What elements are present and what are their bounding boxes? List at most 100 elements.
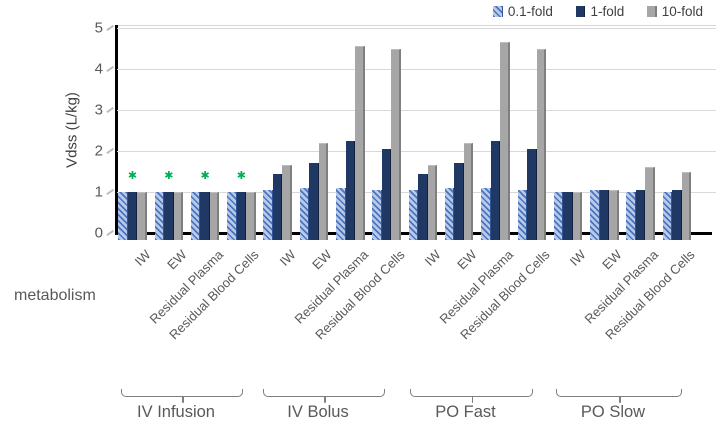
bar-1-fold: [490, 140, 501, 240]
y-axis-line: [115, 25, 118, 234]
bar-10-fold: [536, 48, 547, 240]
bar-group-iw: [553, 192, 583, 240]
bar-1-fold: [527, 148, 537, 240]
bar-1-fold: [635, 189, 646, 240]
bar-0.1-fold: [190, 192, 201, 240]
bar-10-fold: [282, 165, 292, 240]
bar-group-ew: [444, 142, 474, 240]
bar-1-fold: [345, 140, 356, 240]
section-label: PO Fast: [435, 403, 496, 421]
bar-group-residual-plasma: [481, 42, 510, 240]
y-tick-label: 4: [94, 60, 103, 78]
bar-1-fold: [236, 192, 247, 240]
y-tick-label: 1: [94, 183, 103, 201]
y-tick-label: 5: [94, 19, 103, 37]
y-tick-label: 0: [94, 224, 103, 242]
bar-1-fold: [454, 163, 464, 240]
section-label: IV Infusion: [137, 403, 215, 421]
y-tick-mark: [106, 188, 114, 195]
bar-1-fold: [164, 192, 174, 240]
legend-swatch-navy: [575, 6, 586, 17]
bar-1-fold: [272, 173, 283, 240]
y-tick-mark: [106, 65, 114, 72]
bar-group-ew: [590, 189, 619, 240]
gridline: [117, 110, 716, 111]
bar-1-fold: [127, 192, 138, 240]
bar-group-residual-blood-cells: [227, 192, 256, 240]
bar-10-fold: [391, 48, 401, 240]
section-bracket-notch: [619, 395, 621, 403]
significance-star: ✱: [164, 170, 174, 182]
bar-0.1-fold: [336, 187, 346, 240]
gridline: [117, 151, 716, 152]
section-bracket: [410, 389, 533, 403]
legend-label: 0.1-fold: [507, 4, 553, 19]
bar-10-fold: [427, 165, 438, 240]
bar-10-fold: [463, 142, 474, 240]
bar-group-residual-blood-cells: [372, 48, 401, 240]
bar-1-fold: [309, 163, 319, 240]
bar-0.1-fold: [662, 192, 673, 240]
plot-top-border: [117, 25, 716, 26]
bar-10-fold: [609, 189, 619, 240]
significance-star: ✱: [127, 170, 138, 182]
bar-group-iw: [263, 165, 292, 240]
bar-group-ew: [154, 192, 184, 240]
section-label: PO Slow: [580, 403, 646, 421]
bar-0.1-fold: [553, 192, 564, 240]
x-category-label: EW: [599, 247, 626, 273]
bar-0.1-fold: [372, 189, 382, 240]
y-tick-label: 3: [94, 101, 103, 119]
bar-0.1-fold: [263, 189, 273, 240]
bar-10-fold: [355, 46, 365, 240]
bar-10-fold: [173, 192, 184, 240]
section-bracket-notch: [471, 395, 473, 403]
section-bracket-notch: [182, 395, 184, 403]
x-category-label: IW: [421, 247, 444, 269]
x-category-label: EW: [309, 247, 335, 273]
section-label: IV Bolus: [287, 403, 349, 421]
bar-0.1-fold: [154, 192, 165, 240]
bar-group-ew: [299, 142, 329, 240]
legend-swatch-hatch: [493, 6, 503, 17]
bar-10-fold: [645, 167, 655, 240]
section-bracket: [263, 389, 385, 403]
legend-item: 1-fold: [575, 4, 625, 19]
bar-1-fold: [599, 189, 610, 240]
significance-star: ✱: [236, 170, 246, 182]
bar-0.1-fold: [590, 189, 600, 240]
bar-group-iw: [408, 165, 438, 240]
bar-group-iw: [118, 192, 147, 240]
x-category-label: EW: [454, 247, 480, 273]
bar-group-residual-plasma: [626, 167, 655, 240]
bar-0.1-fold: [626, 192, 636, 240]
bar-group-residual-plasma: [336, 46, 365, 240]
bar-0.1-fold: [517, 189, 528, 240]
bar-10-fold: [209, 192, 220, 240]
x-axis-note: metabolism: [14, 287, 96, 304]
bar-10-fold: [137, 192, 147, 240]
legend-item: 10-fold: [647, 4, 703, 19]
bar-10-fold: [246, 192, 256, 240]
bar-0.1-fold: [408, 189, 419, 240]
bar-10-fold: [681, 171, 692, 240]
bar-1-fold: [563, 192, 573, 240]
section-bracket: [121, 389, 243, 403]
y-tick-label: 2: [94, 142, 103, 160]
gridline: [117, 69, 716, 70]
x-category-label: IW: [276, 247, 299, 269]
gridline: [117, 28, 716, 29]
x-category-label: IW: [131, 247, 154, 269]
x-category-label: IW: [566, 247, 589, 269]
section-bracket-notch: [324, 395, 326, 403]
legend-swatch-gray: [647, 6, 657, 17]
significance-star: ✱: [200, 170, 210, 182]
bar-10-fold: [500, 42, 510, 240]
y-tick-mark: [106, 106, 114, 113]
legend-item: 0.1-fold: [493, 4, 553, 19]
legend-label: 1-fold: [590, 4, 625, 19]
bar-group-residual-plasma: [190, 192, 220, 240]
bar-1-fold: [672, 189, 682, 240]
bar-0.1-fold: [444, 187, 455, 240]
